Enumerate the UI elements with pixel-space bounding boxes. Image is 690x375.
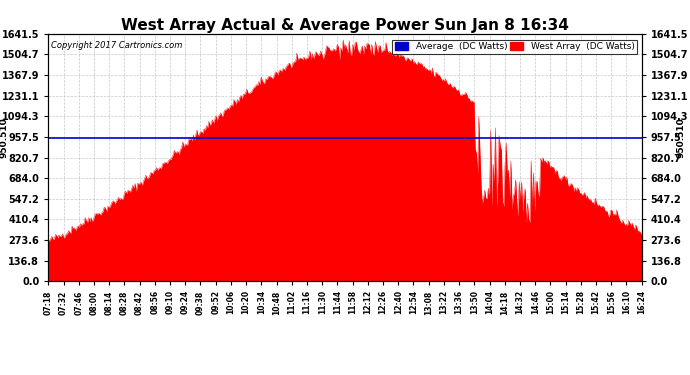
Text: 950.510: 950.510 [0,117,8,158]
Text: Copyright 2017 Cartronics.com: Copyright 2017 Cartronics.com [51,41,183,50]
Text: 950.510: 950.510 [676,117,685,158]
Legend: Average  (DC Watts), West Array  (DC Watts): Average (DC Watts), West Array (DC Watts… [392,39,637,54]
Title: West Array Actual & Average Power Sun Jan 8 16:34: West Array Actual & Average Power Sun Ja… [121,18,569,33]
